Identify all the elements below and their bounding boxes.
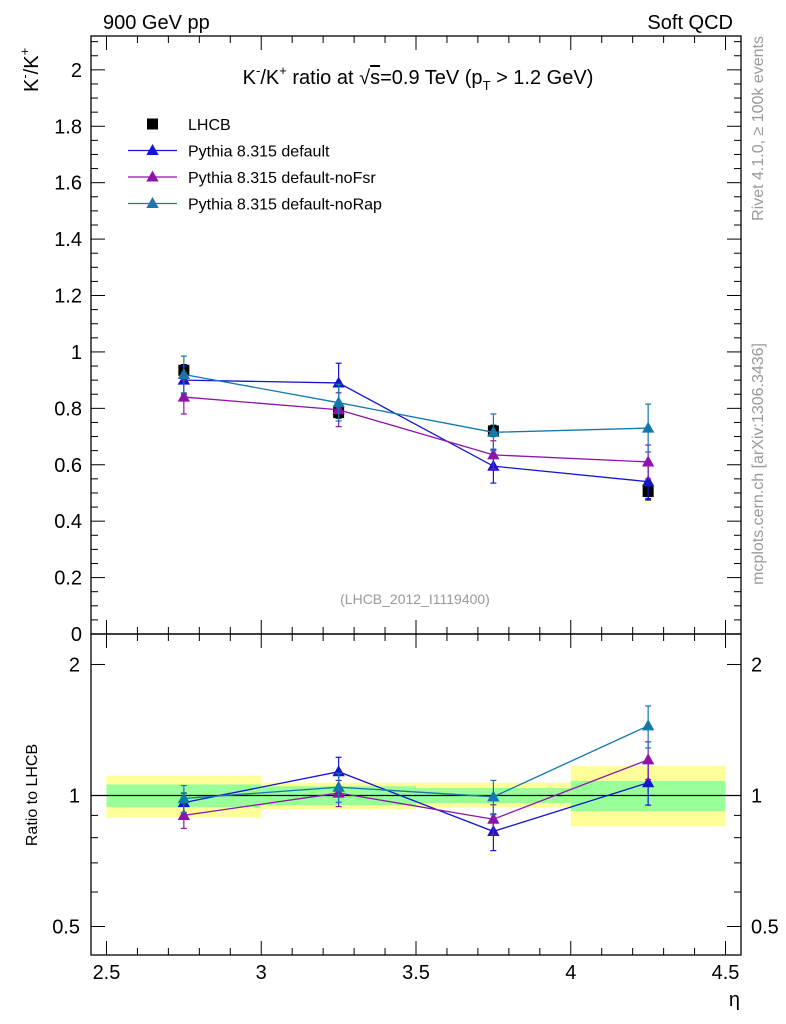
y-tick-label-ratio: 2 (69, 654, 80, 676)
main-data-point (641, 475, 655, 487)
y-tick-label-ratio: 0.5 (52, 916, 80, 938)
main-data-point (487, 448, 500, 460)
main-data-point (641, 421, 655, 433)
legend-entry: Pythia 8.315 default-noFsr (188, 170, 376, 187)
y-tick-label-main: 0.2 (54, 568, 82, 590)
x-tick-label: 2.5 (93, 962, 121, 984)
ratio-data-point (487, 790, 500, 802)
y-tick-label-main: 1.8 (54, 116, 82, 138)
y-axis-label-ratio: Ratio to LHCB (24, 744, 41, 846)
main-data-point (332, 396, 345, 408)
ratio-bands (91, 765, 741, 827)
ratio-series-line (183, 725, 649, 800)
main-data-point (177, 367, 191, 380)
x-axis-label: η (729, 989, 740, 1011)
rivet-label: Rivet 4.1.0, ≥ 100k events (750, 36, 767, 221)
legend-marker (146, 197, 159, 209)
ratio-series-line (183, 759, 649, 820)
main-title: K-/K+ ratio at √s=0.9 TeV (pT > 1.2 GeV) (243, 63, 594, 93)
ratio-series-line (183, 771, 649, 833)
y-tick-label-main: 1 (71, 342, 82, 364)
main-data-point (487, 425, 500, 437)
x-tick-label: 3.5 (402, 962, 430, 984)
main-series-line (183, 396, 649, 463)
y-tick-label-main: 0.6 (54, 455, 82, 477)
header-right: Soft QCD (647, 12, 733, 34)
y-tick-label-main: 1.2 (54, 286, 82, 308)
y-tick-label-ratio: 1 (69, 785, 80, 807)
main-data-point (332, 376, 345, 388)
ratio-data-point (641, 719, 655, 731)
ratio-data-point (641, 753, 655, 765)
main-series-line (183, 373, 649, 433)
y-tick-label-ratio-right: 1 (751, 785, 762, 807)
y-tick-label-main: 1.6 (54, 173, 82, 195)
ratio-data-point (332, 765, 345, 777)
y-tick-label-main: 1.4 (54, 229, 82, 251)
axis-ticks: 2.5 3 3.5 4 4.5 0 0.2 0.4 0.6 0.8 1 1.2 1.4 1.6 1.8 2 0.… (52, 36, 779, 984)
y-tick-label-main: 0.8 (54, 398, 82, 420)
y-tick-label-main: 0 (71, 624, 82, 646)
y-tick-label-main: 2 (71, 60, 82, 82)
y-axis-label-main: K-/K+ (17, 48, 43, 92)
ratio-data-point (641, 776, 655, 788)
main-series-line (183, 379, 649, 483)
analysis-annotation: (LHCB_2012_I1119400) (340, 591, 490, 607)
y-tick-label-ratio-right: 0.5 (751, 916, 779, 938)
ratio-data-point (177, 792, 191, 804)
ratio-data-point (332, 780, 345, 792)
x-tick-label: 3 (256, 962, 267, 984)
ratio-data-point (177, 808, 191, 820)
ratio-data-point (487, 812, 500, 824)
header-left: 900 GeV pp (103, 12, 210, 34)
legend-entry: Pythia 8.315 default-noRap (188, 197, 382, 214)
legend: LHCB Pythia 8.315 default Pythia 8.315 def… (128, 117, 382, 214)
main-data-point (177, 390, 191, 402)
ratio-data (177, 705, 655, 852)
legend-marker (146, 170, 159, 182)
y-tick-label-main: 0.4 (54, 511, 82, 533)
legend-entry: Pythia 8.315 default (188, 144, 330, 161)
main-data-point (641, 455, 655, 467)
y-tick-label-ratio-right: 2 (751, 654, 762, 676)
main-data (177, 355, 655, 501)
x-tick-label: 4.5 (712, 962, 740, 984)
x-tick-label: 4 (565, 962, 576, 984)
legend-entry: LHCB (188, 117, 231, 134)
legend-marker (146, 144, 159, 156)
legend-marker (147, 118, 158, 130)
mcplots-label: mcplots.cern.ch [arXiv:1306.3436] (750, 343, 767, 585)
